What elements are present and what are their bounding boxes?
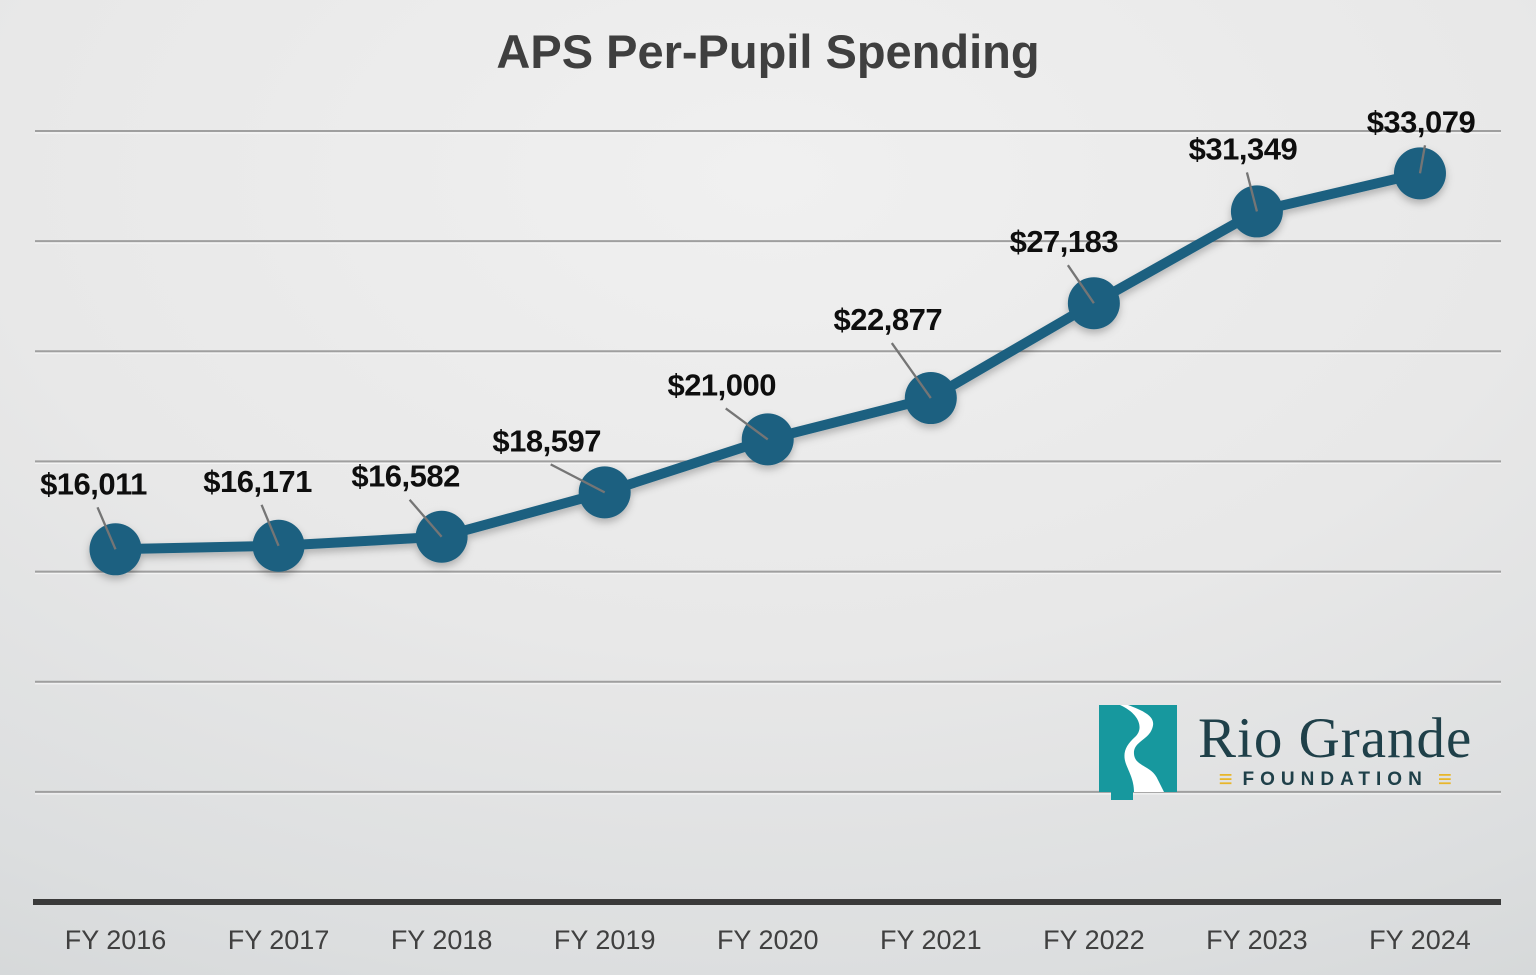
x-axis-label: FY 2018: [391, 925, 493, 955]
logo-text: Rio Grande ≡ FOUNDATION ≡: [1198, 704, 1473, 793]
x-axis-label: FY 2016: [65, 925, 167, 955]
data-point-label: $21,000: [667, 367, 776, 402]
label-leader-line: [260, 504, 280, 547]
rio-grande-foundation-logo: Rio Grande ≡ FOUNDATION ≡: [1098, 704, 1472, 806]
label-leader-line: [1418, 145, 1427, 174]
yellow-hash-icon: ≡: [1437, 766, 1452, 793]
data-point-label: $33,079: [1367, 104, 1476, 139]
data-point-label: $27,183: [1010, 224, 1119, 259]
yellow-hash-icon: ≡: [1218, 766, 1233, 793]
label-leader-line: [96, 506, 117, 550]
x-axis-label: FY 2019: [554, 925, 656, 955]
x-axis-label: FY 2022: [1043, 925, 1145, 955]
data-point-label: $16,582: [351, 459, 460, 494]
x-axis-label: FY 2024: [1369, 925, 1471, 955]
data-point-label: $16,171: [203, 464, 312, 499]
data-point-label: $16,011: [40, 466, 147, 501]
logo-subtitle-row: ≡ FOUNDATION ≡: [1198, 766, 1472, 793]
spending-series: [89, 147, 1446, 576]
x-axis-label: FY 2020: [717, 925, 819, 955]
label-leader-line: [890, 342, 932, 399]
label-leader-line: [1245, 172, 1259, 212]
data-point-label: $22,877: [834, 302, 943, 337]
x-axis-label: FY 2023: [1206, 925, 1308, 955]
label-leader-line: [550, 463, 606, 494]
logo-subtitle: FOUNDATION: [1242, 769, 1428, 790]
label-leader-line: [408, 498, 443, 538]
data-point-label: $18,597: [492, 423, 601, 458]
label-leader-line: [1066, 264, 1095, 304]
x-axis-label: FY 2017: [228, 925, 330, 955]
chart-title: APS Per-Pupil Spending: [496, 25, 1040, 78]
data-point-label: $31,349: [1189, 131, 1298, 166]
new-mexico-state-icon: [1099, 705, 1177, 800]
logo-brand-name: Rio Grande: [1198, 707, 1473, 770]
label-leader-line: [725, 407, 769, 441]
x-axis-label: FY 2021: [880, 925, 982, 955]
